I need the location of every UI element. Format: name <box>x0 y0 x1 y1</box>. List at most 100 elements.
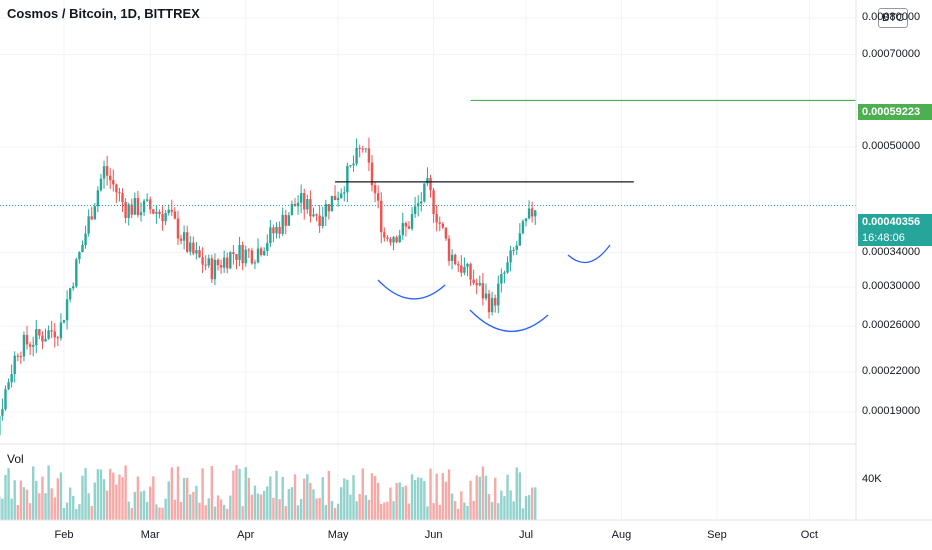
candle-body <box>179 238 183 241</box>
candle-body <box>490 297 494 313</box>
volume-bar <box>41 476 44 520</box>
candle-body <box>170 209 173 212</box>
volume-bar <box>413 480 417 520</box>
volume-series <box>0 465 537 520</box>
candle-body <box>389 238 392 243</box>
volume-bar <box>330 500 334 520</box>
volume-bar <box>13 480 16 520</box>
volume-bar <box>65 502 69 520</box>
volume-bar <box>155 504 158 520</box>
candle-body <box>417 203 420 207</box>
candle-body <box>189 242 192 252</box>
candle-body <box>44 338 47 342</box>
volume-bar <box>149 486 152 520</box>
volume-bar <box>376 482 380 520</box>
candle-body <box>241 244 244 264</box>
volume-bar <box>142 490 146 520</box>
time-axis-label: Mar <box>140 529 160 541</box>
candle-body <box>226 257 229 269</box>
candle-body <box>503 272 506 274</box>
candle-body <box>355 147 358 164</box>
volume-bar <box>284 506 287 520</box>
bar-countdown-tag: 16:48:06 <box>858 230 932 246</box>
volume-bar <box>512 501 515 520</box>
candle-body <box>404 223 408 227</box>
volume-bar <box>232 470 235 520</box>
candle-body <box>380 200 383 233</box>
candle-body <box>290 204 294 216</box>
head-arc[interactable] <box>469 309 549 332</box>
candle-body <box>133 198 137 215</box>
price-axis-label: 0.00070000 <box>862 47 921 60</box>
candle-body <box>250 250 254 264</box>
horizontal-line-price-tag[interactable]: 0.00059223 <box>858 104 932 120</box>
candle-body <box>158 211 161 215</box>
volume-bar <box>346 479 349 520</box>
chart-title: Cosmos / Bitcoin, 1D, BITTREX <box>7 6 200 21</box>
volume-bar <box>93 482 96 520</box>
candle-body <box>383 232 386 238</box>
volume-bar <box>115 484 118 520</box>
candle-body <box>10 374 13 383</box>
volume-bar <box>503 496 506 520</box>
candle-body <box>340 193 343 198</box>
volume-bar <box>490 502 494 520</box>
volume-bar <box>247 477 250 520</box>
volume-bar <box>133 491 137 520</box>
candle-body <box>410 213 414 229</box>
candle-body <box>50 330 53 332</box>
candle-body <box>336 197 340 201</box>
volume-bar <box>293 474 297 520</box>
volume-bar <box>392 501 395 520</box>
candle-body <box>395 237 398 243</box>
grid-lines <box>0 0 856 520</box>
volume-bar <box>484 475 488 520</box>
candle-body <box>527 208 531 219</box>
volume-bar <box>263 490 266 520</box>
candle-body <box>124 202 127 218</box>
right-shoulder-arc[interactable] <box>567 244 611 264</box>
candle-body <box>59 322 63 339</box>
volume-bar <box>373 475 377 520</box>
candle-body <box>497 283 500 306</box>
volume-bar <box>105 490 109 520</box>
candle-body <box>487 293 491 313</box>
volume-bar <box>404 485 408 520</box>
candle-body <box>222 257 226 268</box>
volume-bar <box>389 487 392 520</box>
candle-body <box>447 238 451 261</box>
candle-body <box>25 334 29 345</box>
volume-bar <box>457 508 460 520</box>
volume-bar <box>435 473 438 520</box>
candle-body <box>99 178 103 191</box>
volume-bar <box>256 493 260 520</box>
candle-body <box>296 202 300 207</box>
candle-body <box>87 216 90 234</box>
left-shoulder-arc[interactable] <box>377 279 446 300</box>
volume-bar <box>426 506 429 520</box>
candle-body <box>358 147 361 149</box>
volume-bar <box>4 474 7 520</box>
candle-body <box>484 293 488 299</box>
candle-body <box>152 209 155 214</box>
volume-bar <box>367 499 371 520</box>
volume-bar <box>417 477 420 520</box>
volume-bar <box>306 474 309 520</box>
candle-body <box>327 204 331 212</box>
volume-bar <box>355 501 358 520</box>
volume-bar <box>343 478 346 520</box>
volume-bar <box>299 498 303 520</box>
candle-body <box>192 242 195 254</box>
volume-bar <box>238 468 241 520</box>
candle-body <box>512 249 515 251</box>
time-axis-label: Jul <box>518 529 534 541</box>
volume-bar <box>102 479 106 520</box>
candle-body <box>109 175 112 181</box>
volume-bar <box>386 501 389 520</box>
candle-body <box>28 344 32 347</box>
currency-button[interactable]: BTC <box>878 8 908 28</box>
candle-body <box>315 214 318 216</box>
volume-bar <box>321 477 324 520</box>
candle-body <box>392 237 395 243</box>
